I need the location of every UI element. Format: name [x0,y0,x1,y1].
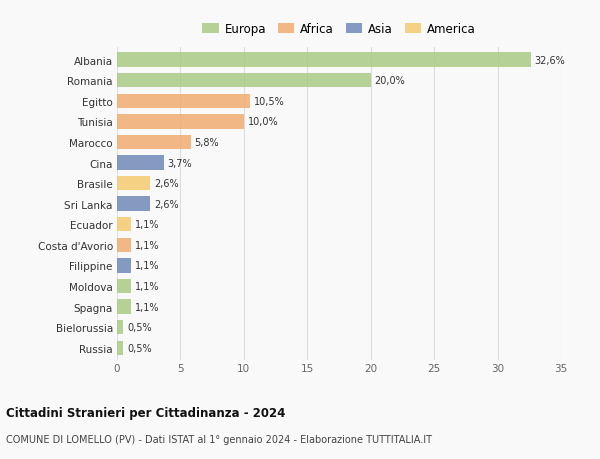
Bar [117,156,164,170]
Bar [117,135,191,150]
Bar [117,279,131,294]
Bar [117,218,131,232]
Text: 2,6%: 2,6% [154,199,178,209]
Text: 10,5%: 10,5% [254,96,285,106]
Text: 0,5%: 0,5% [127,343,152,353]
Text: 20,0%: 20,0% [374,76,405,86]
Text: 1,1%: 1,1% [135,220,159,230]
Text: COMUNE DI LOMELLO (PV) - Dati ISTAT al 1° gennaio 2024 - Elaborazione TUTTITALIA: COMUNE DI LOMELLO (PV) - Dati ISTAT al 1… [6,434,432,444]
Bar [117,53,530,67]
Text: Cittadini Stranieri per Cittadinanza - 2024: Cittadini Stranieri per Cittadinanza - 2… [6,406,286,419]
Text: 1,1%: 1,1% [135,281,159,291]
Text: 10,0%: 10,0% [248,117,278,127]
Bar [117,300,131,314]
Bar [117,115,244,129]
Text: 5,8%: 5,8% [194,138,219,148]
Text: 2,6%: 2,6% [154,179,178,189]
Bar [117,341,124,355]
Text: 1,1%: 1,1% [135,241,159,250]
Text: 1,1%: 1,1% [135,302,159,312]
Legend: Europa, Africa, Asia, America: Europa, Africa, Asia, America [202,23,476,36]
Text: 0,5%: 0,5% [127,323,152,332]
Bar [117,259,131,273]
Text: 32,6%: 32,6% [535,56,565,66]
Bar [117,95,250,109]
Bar [117,238,131,252]
Text: 1,1%: 1,1% [135,261,159,271]
Bar [117,74,371,88]
Bar [117,320,124,335]
Bar [117,197,150,212]
Bar [117,177,150,191]
Text: 3,7%: 3,7% [168,158,193,168]
